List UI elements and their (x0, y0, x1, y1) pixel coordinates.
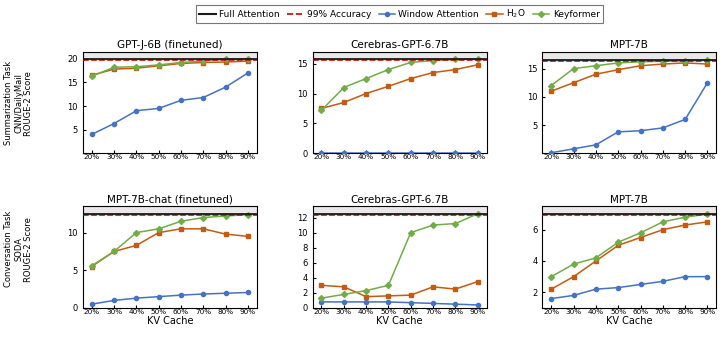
Bar (312, 52, 487, 60)
Title: MPT-7B: MPT-7B (611, 40, 648, 50)
X-axis label: KV Cache: KV Cache (377, 316, 423, 326)
Bar (83, 52, 257, 60)
X-axis label: KV Cache: KV Cache (147, 316, 193, 326)
Text: Summarization Task
CNN/DailyMail
ROUGE-2 Score: Summarization Task CNN/DailyMail ROUGE-2… (4, 61, 33, 145)
Bar (542, 52, 716, 61)
Title: Cerebras-GPT-6.7B: Cerebras-GPT-6.7B (351, 195, 449, 205)
Bar (83, 206, 257, 215)
Title: MPT-7B: MPT-7B (611, 195, 648, 205)
Bar (312, 206, 487, 215)
Text: Conversation Task
SODA
ROUGE-2 Score: Conversation Task SODA ROUGE-2 Score (4, 211, 33, 287)
X-axis label: KV Cache: KV Cache (606, 316, 652, 326)
Legend: Full Attention, 99% Accuracy, Window Attention, H$_2$O, Keyformer: Full Attention, 99% Accuracy, Window Att… (197, 5, 603, 23)
Bar (542, 206, 716, 215)
Title: MPT-7B-chat (finetuned): MPT-7B-chat (finetuned) (107, 195, 233, 205)
Title: Cerebras-GPT-6.7B: Cerebras-GPT-6.7B (351, 40, 449, 50)
Title: GPT-J-6B (finetuned): GPT-J-6B (finetuned) (117, 40, 222, 50)
